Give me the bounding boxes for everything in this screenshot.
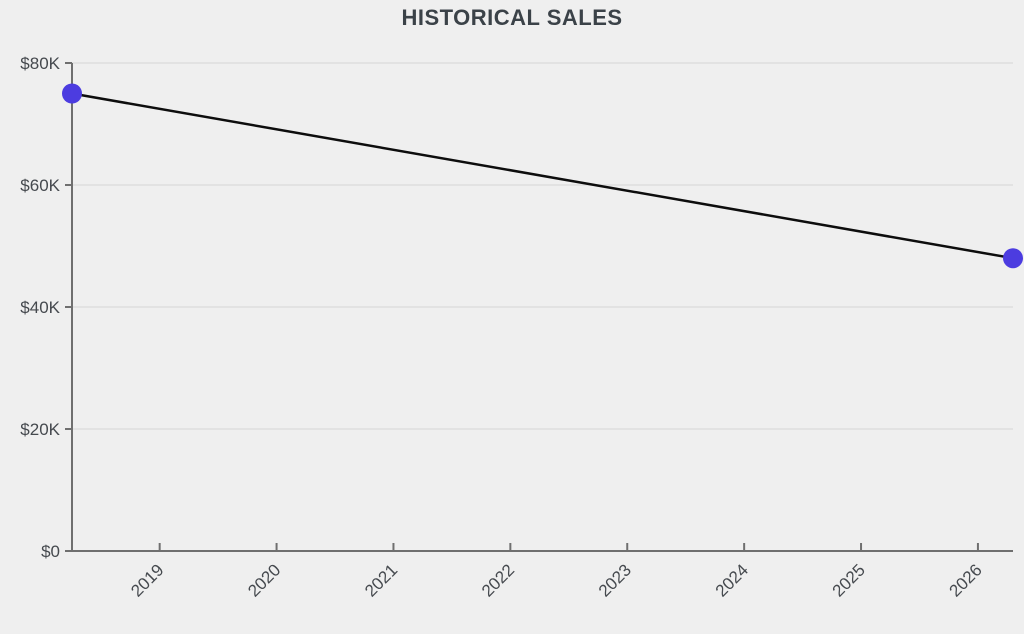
y-tick-label: $60K [20, 176, 60, 195]
x-tick-label: 2022 [478, 560, 518, 600]
y-tick-label: $80K [20, 54, 60, 73]
x-tick-label: 2026 [946, 560, 986, 600]
x-tick-label: 2024 [712, 560, 752, 600]
data-point [1003, 248, 1023, 269]
y-tick-label: $0 [41, 542, 60, 561]
x-tick-label: 2019 [127, 560, 167, 600]
series-line [71, 92, 1014, 260]
x-tick-label: 2023 [595, 560, 635, 600]
x-tick-label: 2021 [361, 560, 401, 600]
y-tick-label: $40K [20, 298, 60, 317]
data-point [62, 83, 82, 104]
y-tick-label: $20K [20, 420, 60, 439]
x-tick-label: 2025 [829, 560, 869, 600]
chart-title: HISTORICAL SALES [401, 5, 623, 30]
x-tick-label: 2020 [244, 560, 284, 600]
